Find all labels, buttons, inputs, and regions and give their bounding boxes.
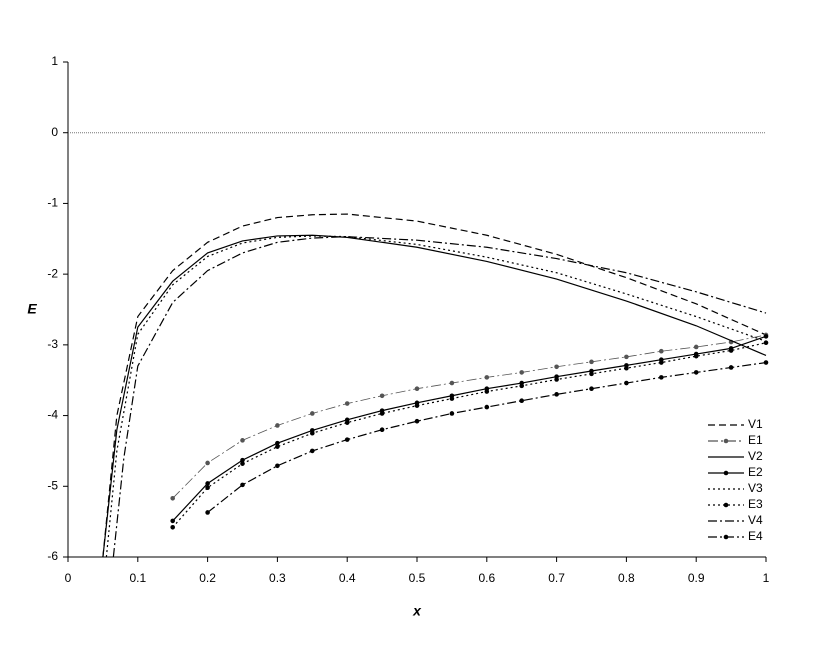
marker (275, 444, 280, 449)
marker (310, 448, 315, 454)
x-tick-label: 0.4 (339, 571, 356, 585)
y-tick-label: -4 (47, 408, 58, 422)
marker (519, 370, 524, 375)
legend-label: E3 (748, 497, 763, 511)
legend-marker (723, 502, 729, 508)
marker (379, 411, 385, 416)
y-tick-label: -3 (47, 337, 58, 351)
x-tick-label: 0.6 (478, 571, 495, 585)
y-tick-label: -2 (47, 266, 58, 280)
marker (240, 461, 245, 466)
y-tick-label: 1 (51, 54, 58, 68)
legend-label: E4 (748, 529, 763, 543)
marker (693, 344, 699, 350)
marker (449, 411, 455, 416)
marker (240, 438, 245, 443)
series-line (172, 334, 767, 499)
series-line (172, 335, 767, 522)
legend-label: E1 (748, 433, 763, 447)
marker (763, 334, 769, 339)
marker (240, 457, 245, 463)
marker (659, 348, 664, 354)
marker (624, 380, 629, 386)
marker (379, 427, 385, 433)
series-line (102, 213, 767, 558)
marker (484, 404, 490, 410)
marker (344, 420, 350, 425)
x-tick-label: 1 (763, 571, 770, 585)
y-tick-label: -6 (47, 549, 58, 563)
marker (170, 525, 175, 530)
legend-label: V4 (748, 513, 763, 527)
y-tick-label: -5 (47, 478, 58, 492)
x-axis-label: x (412, 603, 422, 619)
marker (763, 340, 769, 346)
marker (519, 383, 524, 389)
legend-marker (723, 438, 729, 444)
marker (414, 386, 420, 392)
marker (589, 371, 594, 377)
marker (344, 401, 350, 406)
x-tick-label: 0.3 (269, 571, 286, 585)
marker (624, 354, 629, 360)
legend-marker (723, 534, 729, 540)
marker (310, 411, 315, 416)
marker (484, 375, 490, 380)
marker (659, 360, 664, 365)
marker (763, 360, 769, 365)
marker (205, 481, 210, 486)
marker (624, 365, 629, 371)
x-tick-label: 0.9 (688, 571, 705, 585)
x-tick-label: 0 (65, 571, 72, 585)
legend-label: V3 (748, 481, 763, 495)
marker (414, 418, 420, 424)
x-tick-label: 0.7 (548, 571, 565, 585)
marker (275, 423, 280, 428)
series-line (102, 234, 767, 558)
series-line (105, 235, 767, 558)
marker (275, 463, 280, 469)
marker (554, 392, 559, 397)
marker (449, 380, 455, 386)
x-tick-label: 0.1 (129, 571, 146, 585)
marker (170, 496, 175, 501)
marker (344, 437, 350, 442)
marker (728, 365, 734, 370)
marker (414, 403, 420, 408)
marker (484, 389, 490, 394)
legend-label: V1 (748, 417, 763, 431)
marker (205, 460, 210, 466)
marker (240, 482, 245, 488)
marker (589, 359, 594, 365)
legend-label: V2 (748, 449, 763, 463)
marker (659, 375, 664, 380)
marker (449, 396, 455, 401)
marker (554, 364, 559, 370)
marker (589, 386, 594, 392)
marker (554, 377, 559, 382)
legend-label: E2 (748, 465, 763, 479)
marker (693, 370, 699, 375)
x-tick-label: 0.2 (199, 571, 216, 585)
marker (205, 510, 210, 515)
series-line (172, 342, 767, 528)
legend-marker (723, 470, 729, 476)
marker (379, 393, 385, 399)
marker (170, 518, 175, 524)
marker (728, 348, 734, 353)
marker (205, 485, 210, 491)
marker (310, 430, 315, 436)
x-tick-label: 0.5 (409, 571, 426, 585)
y-tick-label: 0 (51, 125, 58, 139)
marker (519, 398, 524, 404)
marker (693, 353, 699, 359)
y-axis-label: E (27, 301, 37, 317)
marker (275, 440, 280, 446)
y-tick-label: -1 (47, 196, 58, 210)
x-tick-label: 0.8 (618, 571, 635, 585)
series-line (112, 236, 767, 558)
